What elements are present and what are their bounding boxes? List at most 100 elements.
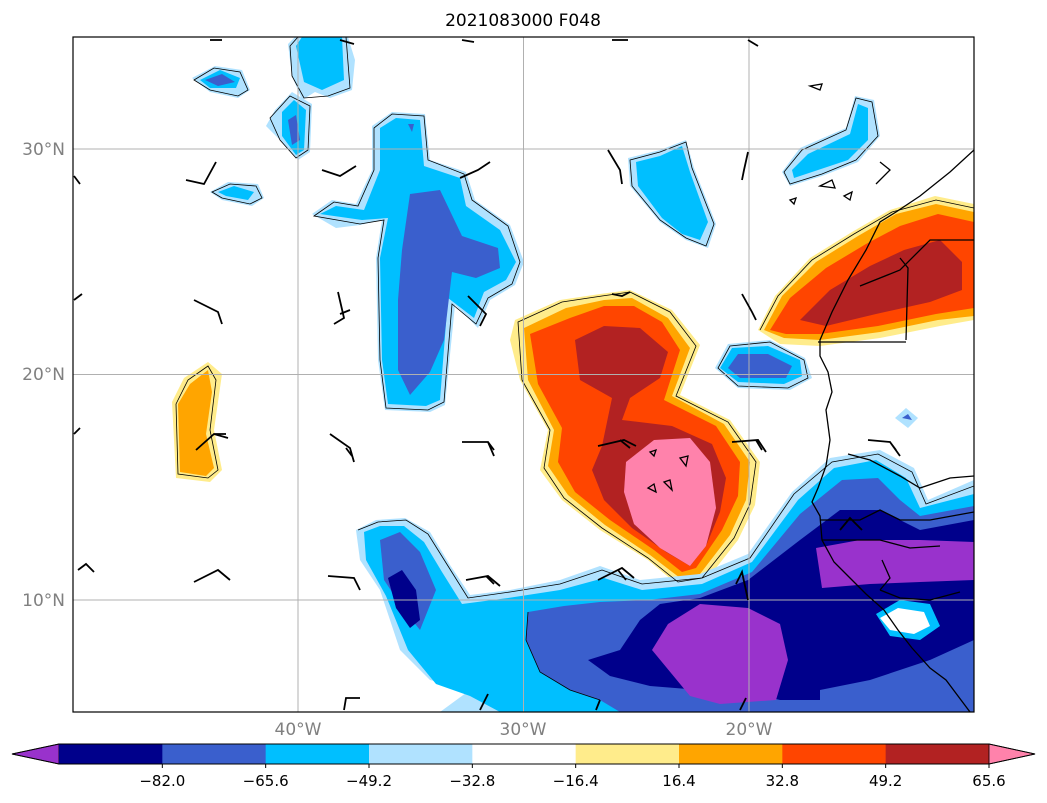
colorbar-segment [59,744,163,764]
colorbar-tick-label: −82.0 [139,772,185,790]
island-canary-2 [842,190,853,202]
wind-barb [597,566,635,581]
wind-barbs [73,39,901,711]
coastline-border-1 [899,257,909,341]
island-cv-4 [648,448,658,458]
wind-barb [867,439,901,457]
coastline-border-4 [820,509,974,521]
wind-barb [461,39,475,43]
wind-barb [839,516,863,531]
wind-barb [333,291,351,325]
wind-barb [195,432,229,451]
colorbar-tick-label: −16.4 [553,772,599,790]
colorbar-tick-label: −49.2 [346,772,392,790]
wind-barb [73,175,81,185]
map-frame [72,36,975,713]
contour-line [289,37,351,99]
wind-barb [339,39,355,45]
wind-barb [597,439,637,449]
colorbar-tick-label: 32.8 [766,772,799,790]
coastline-border-2 [859,239,974,287]
wind-barb [343,697,360,711]
wind-barb [465,575,501,587]
coastline-border-7 [879,589,961,601]
colorbar-extend-max [988,743,1036,765]
coastline-border-6 [847,453,974,489]
colorbar-tick-label: 16.4 [662,772,695,790]
contour-line [269,95,311,159]
contour-lines [175,37,974,701]
wind-barb [73,427,81,435]
wind-barb [462,441,495,457]
colorbar-segment [472,744,577,764]
contour-line [211,183,263,205]
wind-barb [735,569,749,601]
lat-label-20n: 20°N [22,365,65,385]
coastline-border-8 [879,559,891,591]
wind-barb [73,293,83,301]
lon-label-40w: 40°W [275,720,322,740]
island-canary-1 [817,179,836,189]
contour-line [759,199,974,331]
contour-neg-e-dot-core [902,414,912,420]
map-title: 2021083000 F048 [445,11,601,31]
contour-line [783,97,879,185]
lon-label-20w: 20°W [726,720,773,740]
island-cv-3 [678,455,689,468]
wind-barb [193,299,223,325]
contour-line [517,291,757,583]
wind-barb [321,165,357,177]
colorbar-tick-label: −32.8 [449,772,495,790]
wind-barb [467,295,488,327]
contour-fields [73,37,974,712]
wind-barb [611,291,631,297]
wind-barb [607,149,623,185]
colorbar-segment [265,744,370,764]
wind-barb [741,293,757,321]
contour-line [525,611,601,701]
contour-line [629,141,715,247]
wind-barb [731,439,767,453]
contour-neg-ne2-core [792,104,868,178]
contour-neg-south-bottom [820,660,974,712]
wind-barb [77,562,95,573]
gridlines [73,37,974,712]
wind-barb [329,433,355,463]
island-madeira [807,83,823,91]
island-cv-2 [662,479,674,492]
wind-barb [479,693,489,711]
contour-pos-central-pink [624,438,716,566]
colorbar-segment [885,744,990,764]
contour-line [175,365,219,479]
coastline-border-5 [822,539,941,549]
wind-barb [193,568,231,583]
colorbar: −82.0 −65.6 −49.2 −32.8 −16.4 16.4 32.8 49.2 65.… [11,743,1036,790]
coastline-iberia [875,161,891,185]
contour-line [357,453,974,599]
contour-neg-small-nw1-inner [205,74,235,86]
contour-pos-w-core [178,370,214,476]
colorbar-segment [162,744,267,764]
colorbar-tick-label: −65.6 [243,772,289,790]
lat-label-30n: 30°N [22,140,65,160]
contour-line [193,67,249,97]
wind-barb [747,39,759,47]
contour-neg-south-v [652,604,788,704]
wind-barb [459,161,491,179]
contour-neg-nw2-inner [288,115,300,145]
colorbar-outline [11,743,1036,765]
lon-label-30w: 30°W [500,720,547,740]
wind-barb [185,161,217,186]
colorbar-extend-min [11,743,60,765]
contour-line [717,341,809,389]
colorbar-segment [575,744,680,764]
wind-barb [327,575,361,591]
island-canary-3 [788,196,798,206]
island-cv-1 [646,482,657,494]
colorbar-segment [679,744,783,764]
contour-neg-central-inner [398,190,500,395]
wind-barb [739,697,747,711]
coastline-africa [811,149,974,712]
coastlines [646,83,974,712]
contour-line [312,113,521,411]
